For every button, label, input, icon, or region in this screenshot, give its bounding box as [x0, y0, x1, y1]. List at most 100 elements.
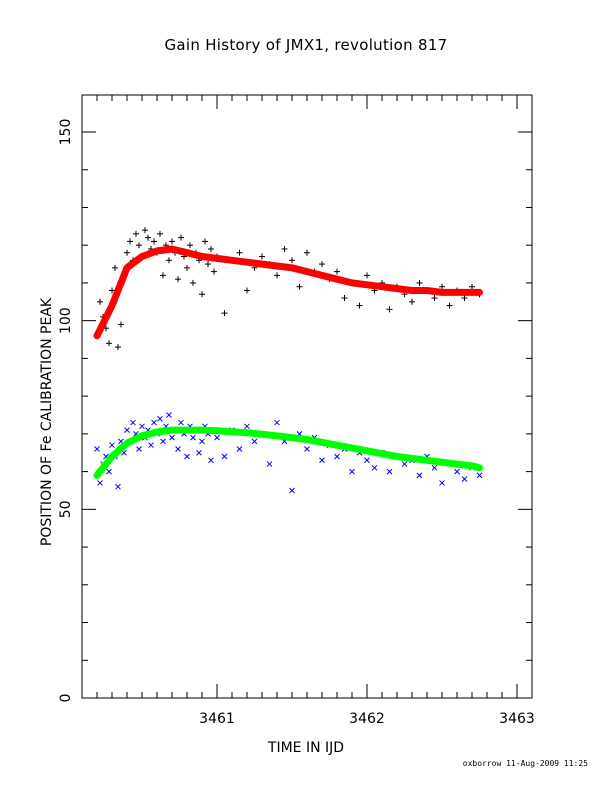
y-tick-label: 100 — [58, 307, 74, 334]
plus-point — [115, 344, 121, 351]
point-stroke — [221, 453, 228, 460]
cross-point — [401, 461, 408, 467]
cross-point — [371, 464, 378, 471]
cross-point — [221, 453, 228, 460]
cross-point — [199, 438, 205, 445]
point-stroke — [386, 468, 393, 475]
plus-point — [236, 249, 243, 256]
plus-point — [160, 272, 166, 279]
plus-point — [356, 302, 363, 309]
y-tick-label: 150 — [58, 119, 74, 146]
plus-point — [446, 302, 453, 309]
cross-point — [115, 483, 121, 490]
plus-point — [211, 268, 217, 275]
plus-point — [187, 242, 193, 249]
chart-title: Gain History of JMX1, revolution 817 — [164, 36, 448, 54]
point-stroke — [289, 487, 295, 494]
plus-point — [364, 272, 370, 279]
point-stroke — [454, 468, 460, 475]
cross-point — [304, 446, 310, 452]
point-stroke — [251, 438, 258, 445]
cross-point — [208, 457, 214, 464]
point-stroke — [139, 423, 145, 430]
point-stroke — [178, 419, 184, 426]
plus-point — [169, 238, 175, 245]
cross-point — [166, 412, 172, 418]
cross-point — [124, 427, 130, 433]
plus-point — [166, 257, 172, 264]
cross-point — [289, 487, 295, 494]
y-tick-label: 50 — [58, 500, 74, 518]
point-stroke — [304, 446, 310, 452]
cross-point — [386, 468, 393, 475]
point-stroke — [124, 427, 130, 433]
point-stroke — [214, 434, 220, 441]
point-stroke — [439, 480, 445, 486]
plus-point — [409, 298, 415, 305]
plus-point — [416, 279, 423, 286]
point-stroke — [184, 453, 190, 460]
point-stroke — [175, 446, 181, 452]
plus-point — [431, 295, 438, 302]
data-marks — [93, 227, 483, 494]
cross-point — [334, 453, 340, 460]
cross-point — [94, 446, 100, 452]
point-stroke — [236, 446, 243, 452]
cross-point — [476, 472, 483, 479]
plus-point — [157, 230, 163, 237]
fit-curve-2 — [93, 245, 483, 340]
plus-point — [296, 283, 303, 290]
point-stroke — [416, 472, 423, 479]
point-stroke — [148, 442, 154, 449]
point-stroke — [151, 419, 157, 426]
point-stroke — [160, 438, 166, 445]
point-stroke — [266, 461, 273, 467]
cross-point — [169, 434, 175, 441]
point-stroke — [371, 464, 378, 471]
plus-point — [136, 242, 142, 249]
point-stroke — [274, 419, 280, 426]
point-stroke — [115, 483, 121, 490]
point-stroke — [103, 453, 109, 460]
plus-point — [289, 257, 295, 264]
x-axis-label: TIME IN IJD — [267, 740, 345, 756]
cross-point — [130, 419, 136, 426]
point-stroke — [196, 449, 202, 456]
plus-point — [109, 287, 115, 294]
footer-timestamp: oxborrow 11-Aug-2009 11:25 — [462, 759, 588, 768]
plus-point — [133, 230, 139, 237]
plus-point — [175, 276, 181, 283]
plus-point — [145, 234, 151, 241]
point-stroke — [208, 457, 214, 464]
plus-point — [184, 264, 190, 271]
cross-point — [319, 457, 325, 464]
cross-point — [236, 446, 243, 452]
plus-point — [469, 283, 475, 290]
point-stroke — [349, 468, 355, 475]
plus-point — [202, 238, 208, 245]
cross-point — [97, 480, 103, 486]
cross-point — [178, 419, 184, 426]
point-stroke — [199, 438, 205, 445]
cross-point — [151, 419, 157, 426]
cross-point — [266, 461, 273, 467]
cross-point — [136, 446, 142, 452]
cross-point — [416, 472, 423, 479]
x-tick-label: 3461 — [199, 711, 235, 727]
plot-frame — [81, 94, 533, 699]
axis-ticks: 3461 3462 3463 0 50 100 150 — [58, 95, 535, 727]
plus-point — [118, 321, 124, 328]
x-tick-label: 3463 — [499, 711, 535, 727]
plus-point — [439, 283, 445, 290]
cross-point — [160, 438, 166, 445]
point-stroke — [133, 431, 139, 437]
y-axis-label: POSITION OF Fe CALIBRATION PEAK — [39, 297, 55, 547]
plus-point — [178, 234, 184, 241]
plus-point — [319, 261, 325, 268]
plus-point — [274, 272, 280, 279]
plus-point — [199, 291, 205, 298]
point-stroke — [94, 446, 100, 452]
cross-point — [139, 423, 145, 430]
plus-point — [281, 245, 288, 252]
